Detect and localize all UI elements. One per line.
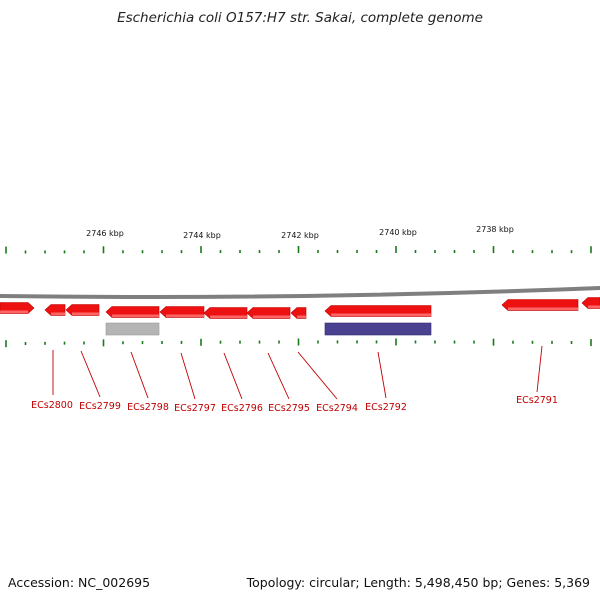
- feature-bar-purple[interactable]: [324, 322, 432, 336]
- label-leader-line: [297, 351, 338, 400]
- gene-arrow-shade: [253, 315, 290, 318]
- ruler-label: 2746 kbp: [86, 229, 124, 238]
- tick-marks-top: [5, 245, 592, 254]
- gene-label[interactable]: ECs2792: [365, 402, 407, 413]
- gene-label[interactable]: ECs2791: [516, 395, 558, 406]
- gene-arrow-shade: [0, 310, 28, 313]
- ruler-labels: 2746 kbp 2744 kbp 2742 kbp 2740 kbp 2738 kbp: [86, 225, 514, 240]
- label-leader-lines: [52, 345, 543, 400]
- gene-arrow-shade: [210, 315, 247, 318]
- gene-label[interactable]: ECs2797: [174, 403, 216, 414]
- gene-arrow-shade: [588, 305, 600, 308]
- label-leader-line: [536, 345, 543, 393]
- ruler-label: 2738 kbp: [476, 225, 514, 234]
- gene-arrow-shade: [297, 315, 306, 318]
- gene-label[interactable]: ECs2800: [31, 400, 73, 411]
- gene-label[interactable]: ECs2796: [221, 403, 263, 414]
- gene-arrow-shade: [112, 314, 159, 317]
- ruler-label: 2740 kbp: [379, 228, 417, 237]
- label-leader-line: [80, 350, 101, 398]
- label-leader-line: [377, 351, 387, 399]
- feature-bar-grey[interactable]: [105, 322, 160, 336]
- label-leader-line: [130, 351, 149, 399]
- feature-track: [0, 297, 600, 336]
- gene-label[interactable]: ECs2799: [79, 401, 121, 412]
- gene-arrow-shade: [166, 314, 204, 317]
- ruler-label: 2742 kbp: [281, 231, 319, 240]
- genome-title: Escherichia coli O157:H7 str. Sakai, com…: [117, 10, 483, 26]
- gene-label[interactable]: ECs2794: [316, 403, 358, 414]
- label-leader-line: [180, 352, 196, 400]
- label-leader-line: [223, 352, 243, 400]
- accession-text: Accession: NC_002695: [8, 575, 151, 590]
- gene-label[interactable]: ECs2795: [268, 403, 310, 414]
- label-leader-line: [267, 352, 290, 400]
- genome-summary: Topology: circular; Length: 5,498,450 bp…: [246, 575, 590, 590]
- gene-arrow-shade: [72, 312, 99, 315]
- genome-backbone: [0, 286, 600, 299]
- tick-marks-bottom: [5, 338, 592, 348]
- gene-arrow-shade: [51, 312, 65, 315]
- gene-label[interactable]: ECs2798: [127, 402, 169, 413]
- gene-arrow-shade: [331, 313, 431, 316]
- ruler-label: 2744 kbp: [183, 231, 221, 240]
- gene-arrow-shade: [508, 307, 578, 310]
- gene-labels: ECs2800 ECs2799 ECs2798 ECs2797 ECs2796 ECs27…: [31, 395, 558, 414]
